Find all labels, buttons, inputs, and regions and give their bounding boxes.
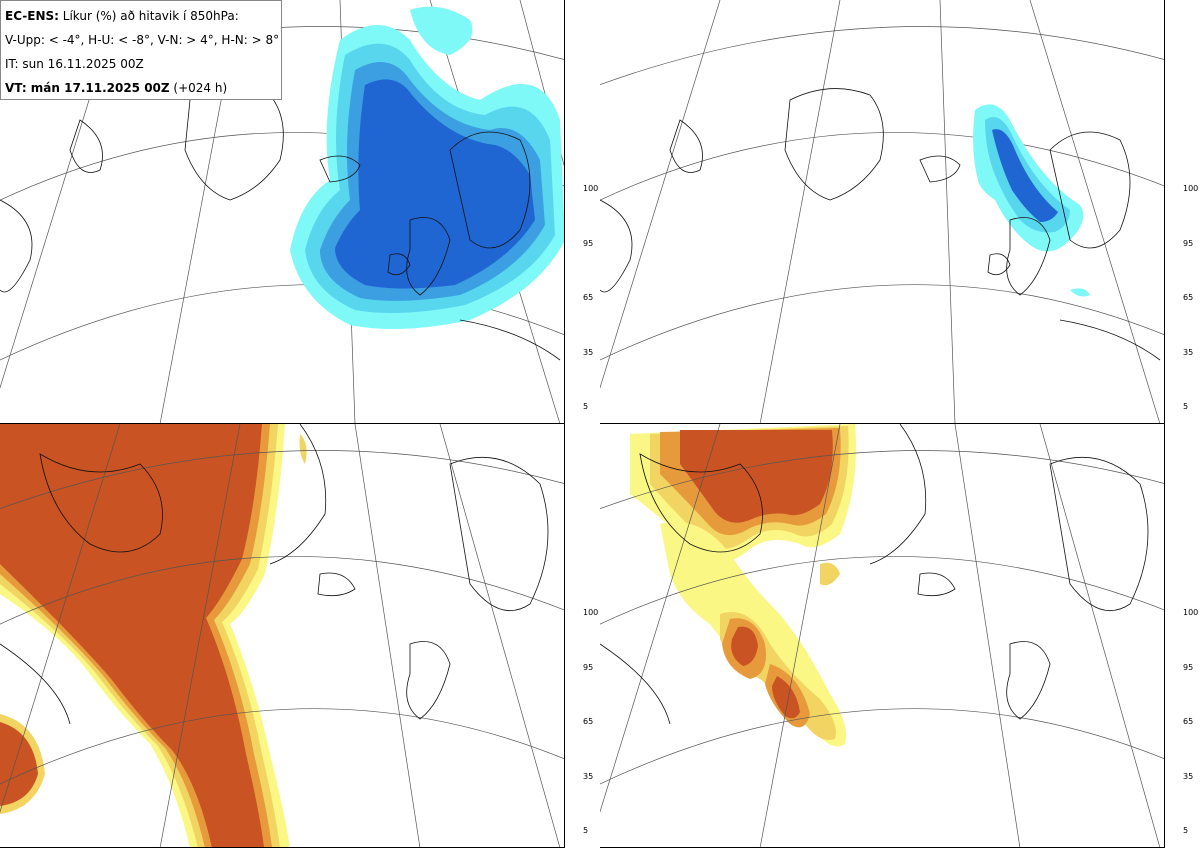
probability-field-warm (0, 424, 307, 847)
map-canvas (0, 0, 564, 423)
tick-label: 35 (1183, 348, 1194, 357)
tick-label: 95 (583, 663, 594, 672)
graticule (600, 424, 1164, 847)
graticule (600, 0, 1164, 423)
tick-label: 5 (1183, 826, 1189, 835)
map-panel-top-left (0, 0, 565, 424)
tick-label: 100 (1183, 608, 1199, 617)
tick-label: 5 (583, 826, 589, 835)
tick-label: 95 (583, 239, 594, 248)
coastlines (600, 88, 1161, 361)
tick-label: 35 (583, 348, 594, 357)
tick-label: 35 (1183, 772, 1194, 781)
map-canvas (0, 424, 564, 847)
legend-line-1: EC-ENS: Líkur (%) að hitavik í 850hPa: (5, 9, 239, 23)
map-panel-bottom-left (0, 424, 565, 848)
tick-label: 5 (1183, 402, 1189, 411)
tick-label: 65 (583, 717, 594, 726)
tick-label: 100 (1183, 184, 1199, 193)
tick-label: 65 (583, 293, 594, 302)
tick-label: 95 (1183, 239, 1194, 248)
tick-label: 65 (1183, 293, 1194, 302)
tick-label: 35 (583, 772, 594, 781)
legend-line-2: V-Upp: < -4°, H-U: < -8°, V-N: > 4°, H-N… (5, 33, 280, 47)
legend-box: EC-ENS: Líkur (%) að hitavik í 850hPa: V… (0, 0, 282, 100)
coastlines (0, 424, 549, 725)
map-canvas (600, 0, 1164, 423)
map-panel-bottom-right (600, 424, 1165, 848)
tick-label: 100 (583, 184, 599, 193)
tick-label: 5 (583, 402, 589, 411)
tick-label: 65 (1183, 717, 1194, 726)
tick-label: 100 (583, 608, 599, 617)
map-canvas (600, 424, 1164, 847)
coastlines (600, 424, 1149, 725)
map-panel-top-right (600, 0, 1165, 424)
probability-field-cold (290, 6, 564, 329)
probability-field-warm (630, 424, 856, 747)
probability-field-cold (973, 104, 1090, 297)
coastlines (0, 88, 561, 361)
legend-line-4: VT: mán 17.11.2025 00Z (+024 h) (5, 81, 228, 95)
legend-line-3: IT: sun 16.11.2025 00Z (5, 57, 144, 71)
tick-label: 95 (1183, 663, 1194, 672)
